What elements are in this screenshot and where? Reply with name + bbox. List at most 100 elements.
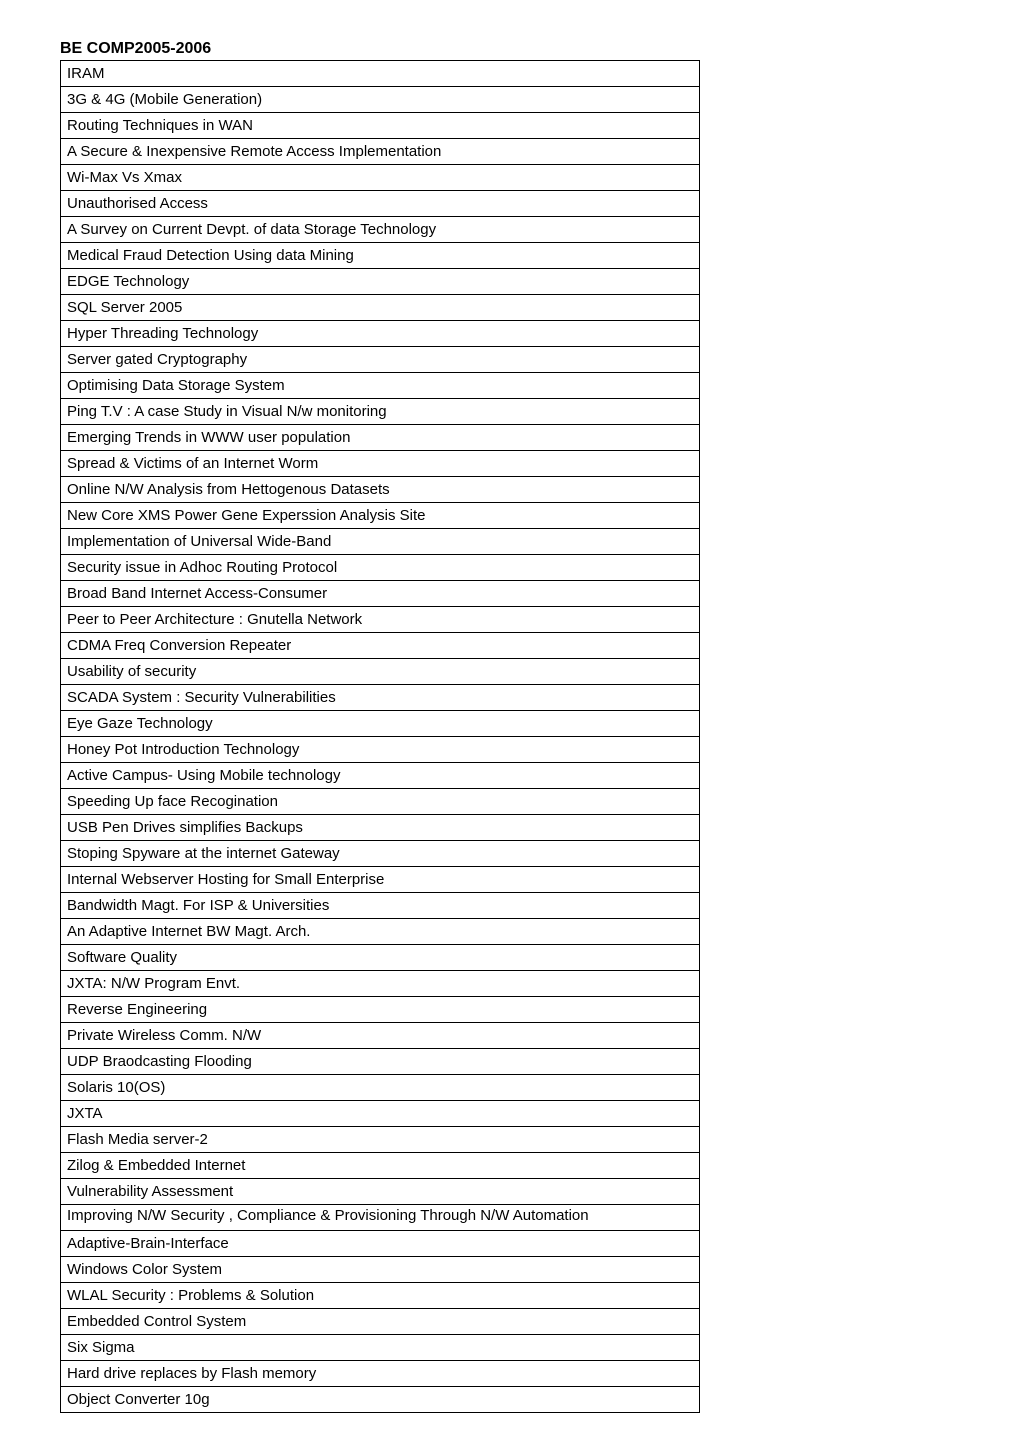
table-cell: IRAM bbox=[61, 61, 700, 87]
table-row: Security issue in Adhoc Routing Protocol bbox=[61, 555, 700, 581]
table-row: Online N/W Analysis from Hettogenous Dat… bbox=[61, 477, 700, 503]
topics-table: IRAM3G & 4G (Mobile Generation)Routing T… bbox=[60, 60, 700, 1413]
table-row: Medical Fraud Detection Using data Minin… bbox=[61, 243, 700, 269]
table-row: Software Quality bbox=[61, 945, 700, 971]
table-cell: Stoping Spyware at the internet Gateway bbox=[61, 841, 700, 867]
table-cell: New Core XMS Power Gene Experssion Analy… bbox=[61, 503, 700, 529]
table-cell: A Secure & Inexpensive Remote Access Imp… bbox=[61, 139, 700, 165]
table-row: Object Converter 10g bbox=[61, 1387, 700, 1413]
table-cell: Active Campus- Using Mobile technology bbox=[61, 763, 700, 789]
table-row: Usability of security bbox=[61, 659, 700, 685]
table-cell: Windows Color System bbox=[61, 1257, 700, 1283]
table-cell: Flash Media server-2 bbox=[61, 1127, 700, 1153]
table-row: Peer to Peer Architecture : Gnutella Net… bbox=[61, 607, 700, 633]
table-cell: Ping T.V : A case Study in Visual N/w mo… bbox=[61, 399, 700, 425]
table-row: 3G & 4G (Mobile Generation) bbox=[61, 87, 700, 113]
table-row: Adaptive-Brain-Interface bbox=[61, 1231, 700, 1257]
table-row: Internal Webserver Hosting for Small Ent… bbox=[61, 867, 700, 893]
table-cell: Honey Pot Introduction Technology bbox=[61, 737, 700, 763]
table-row: Solaris 10(OS) bbox=[61, 1075, 700, 1101]
table-cell: UDP Braodcasting Flooding bbox=[61, 1049, 700, 1075]
table-row: Implementation of Universal Wide-Band bbox=[61, 529, 700, 555]
table-row: Hard drive replaces by Flash memory bbox=[61, 1361, 700, 1387]
document-heading: BE COMP2005-2006 bbox=[60, 40, 960, 58]
table-cell: Hyper Threading Technology bbox=[61, 321, 700, 347]
table-row: USB Pen Drives simplifies Backups bbox=[61, 815, 700, 841]
table-row: Flash Media server-2 bbox=[61, 1127, 700, 1153]
table-row: UDP Braodcasting Flooding bbox=[61, 1049, 700, 1075]
table-cell: Zilog & Embedded Internet bbox=[61, 1153, 700, 1179]
table-cell: CDMA Freq Conversion Repeater bbox=[61, 633, 700, 659]
table-cell: Speeding Up face Recogination bbox=[61, 789, 700, 815]
table-cell: Wi-Max Vs Xmax bbox=[61, 165, 700, 191]
table-row: A Survey on Current Devpt. of data Stora… bbox=[61, 217, 700, 243]
table-cell: Bandwidth Magt. For ISP & Universities bbox=[61, 893, 700, 919]
table-row: Hyper Threading Technology bbox=[61, 321, 700, 347]
table-row: Zilog & Embedded Internet bbox=[61, 1153, 700, 1179]
table-cell: Peer to Peer Architecture : Gnutella Net… bbox=[61, 607, 700, 633]
table-row: CDMA Freq Conversion Repeater bbox=[61, 633, 700, 659]
table-cell: Object Converter 10g bbox=[61, 1387, 700, 1413]
table-cell: USB Pen Drives simplifies Backups bbox=[61, 815, 700, 841]
table-cell: Server gated Cryptography bbox=[61, 347, 700, 373]
table-cell: Six Sigma bbox=[61, 1335, 700, 1361]
topics-tbody: IRAM3G & 4G (Mobile Generation)Routing T… bbox=[61, 61, 700, 1413]
table-cell: An Adaptive Internet BW Magt. Arch. bbox=[61, 919, 700, 945]
table-row: Active Campus- Using Mobile technology bbox=[61, 763, 700, 789]
table-row: Speeding Up face Recogination bbox=[61, 789, 700, 815]
table-cell: Implementation of Universal Wide-Band bbox=[61, 529, 700, 555]
table-row: Unauthorised Access bbox=[61, 191, 700, 217]
table-cell: Optimising Data Storage System bbox=[61, 373, 700, 399]
table-row: Server gated Cryptography bbox=[61, 347, 700, 373]
table-cell: WLAL Security : Problems & Solution bbox=[61, 1283, 700, 1309]
table-row: A Secure & Inexpensive Remote Access Imp… bbox=[61, 139, 700, 165]
table-row: Embedded Control System bbox=[61, 1309, 700, 1335]
table-row: Wi-Max Vs Xmax bbox=[61, 165, 700, 191]
table-cell: Embedded Control System bbox=[61, 1309, 700, 1335]
table-row: WLAL Security : Problems & Solution bbox=[61, 1283, 700, 1309]
table-cell: Internal Webserver Hosting for Small Ent… bbox=[61, 867, 700, 893]
table-row: EDGE Technology bbox=[61, 269, 700, 295]
table-row: Eye Gaze Technology bbox=[61, 711, 700, 737]
table-cell: Solaris 10(OS) bbox=[61, 1075, 700, 1101]
table-row: IRAM bbox=[61, 61, 700, 87]
table-row: Bandwidth Magt. For ISP & Universities bbox=[61, 893, 700, 919]
table-cell: Usability of security bbox=[61, 659, 700, 685]
table-cell: A Survey on Current Devpt. of data Stora… bbox=[61, 217, 700, 243]
table-cell: Security issue in Adhoc Routing Protocol bbox=[61, 555, 700, 581]
table-row: Improving N/W Security , Compliance & Pr… bbox=[61, 1205, 700, 1231]
table-row: Stoping Spyware at the internet Gateway bbox=[61, 841, 700, 867]
table-cell: Unauthorised Access bbox=[61, 191, 700, 217]
table-cell: Medical Fraud Detection Using data Minin… bbox=[61, 243, 700, 269]
table-row: Optimising Data Storage System bbox=[61, 373, 700, 399]
table-row: Six Sigma bbox=[61, 1335, 700, 1361]
table-cell: 3G & 4G (Mobile Generation) bbox=[61, 87, 700, 113]
table-cell: Software Quality bbox=[61, 945, 700, 971]
table-row: Windows Color System bbox=[61, 1257, 700, 1283]
table-row: An Adaptive Internet BW Magt. Arch. bbox=[61, 919, 700, 945]
table-row: Broad Band Internet Access-Consumer bbox=[61, 581, 700, 607]
table-row: Emerging Trends in WWW user population bbox=[61, 425, 700, 451]
table-cell: EDGE Technology bbox=[61, 269, 700, 295]
table-cell: Improving N/W Security , Compliance & Pr… bbox=[61, 1205, 700, 1231]
table-cell: Routing Techniques in WAN bbox=[61, 113, 700, 139]
table-cell: Spread & Victims of an Internet Worm bbox=[61, 451, 700, 477]
table-row: Vulnerability Assessment bbox=[61, 1179, 700, 1205]
table-cell: Reverse Engineering bbox=[61, 997, 700, 1023]
table-row: Spread & Victims of an Internet Worm bbox=[61, 451, 700, 477]
table-row: New Core XMS Power Gene Experssion Analy… bbox=[61, 503, 700, 529]
table-cell: SQL Server 2005 bbox=[61, 295, 700, 321]
table-row: Honey Pot Introduction Technology bbox=[61, 737, 700, 763]
table-row: Ping T.V : A case Study in Visual N/w mo… bbox=[61, 399, 700, 425]
table-row: JXTA: N/W Program Envt. bbox=[61, 971, 700, 997]
table-cell: Adaptive-Brain-Interface bbox=[61, 1231, 700, 1257]
table-cell: Eye Gaze Technology bbox=[61, 711, 700, 737]
table-cell: Vulnerability Assessment bbox=[61, 1179, 700, 1205]
table-cell: Private Wireless Comm. N/W bbox=[61, 1023, 700, 1049]
table-row: Routing Techniques in WAN bbox=[61, 113, 700, 139]
table-cell: JXTA: N/W Program Envt. bbox=[61, 971, 700, 997]
table-cell: JXTA bbox=[61, 1101, 700, 1127]
table-row: JXTA bbox=[61, 1101, 700, 1127]
table-row: Reverse Engineering bbox=[61, 997, 700, 1023]
table-row: SQL Server 2005 bbox=[61, 295, 700, 321]
